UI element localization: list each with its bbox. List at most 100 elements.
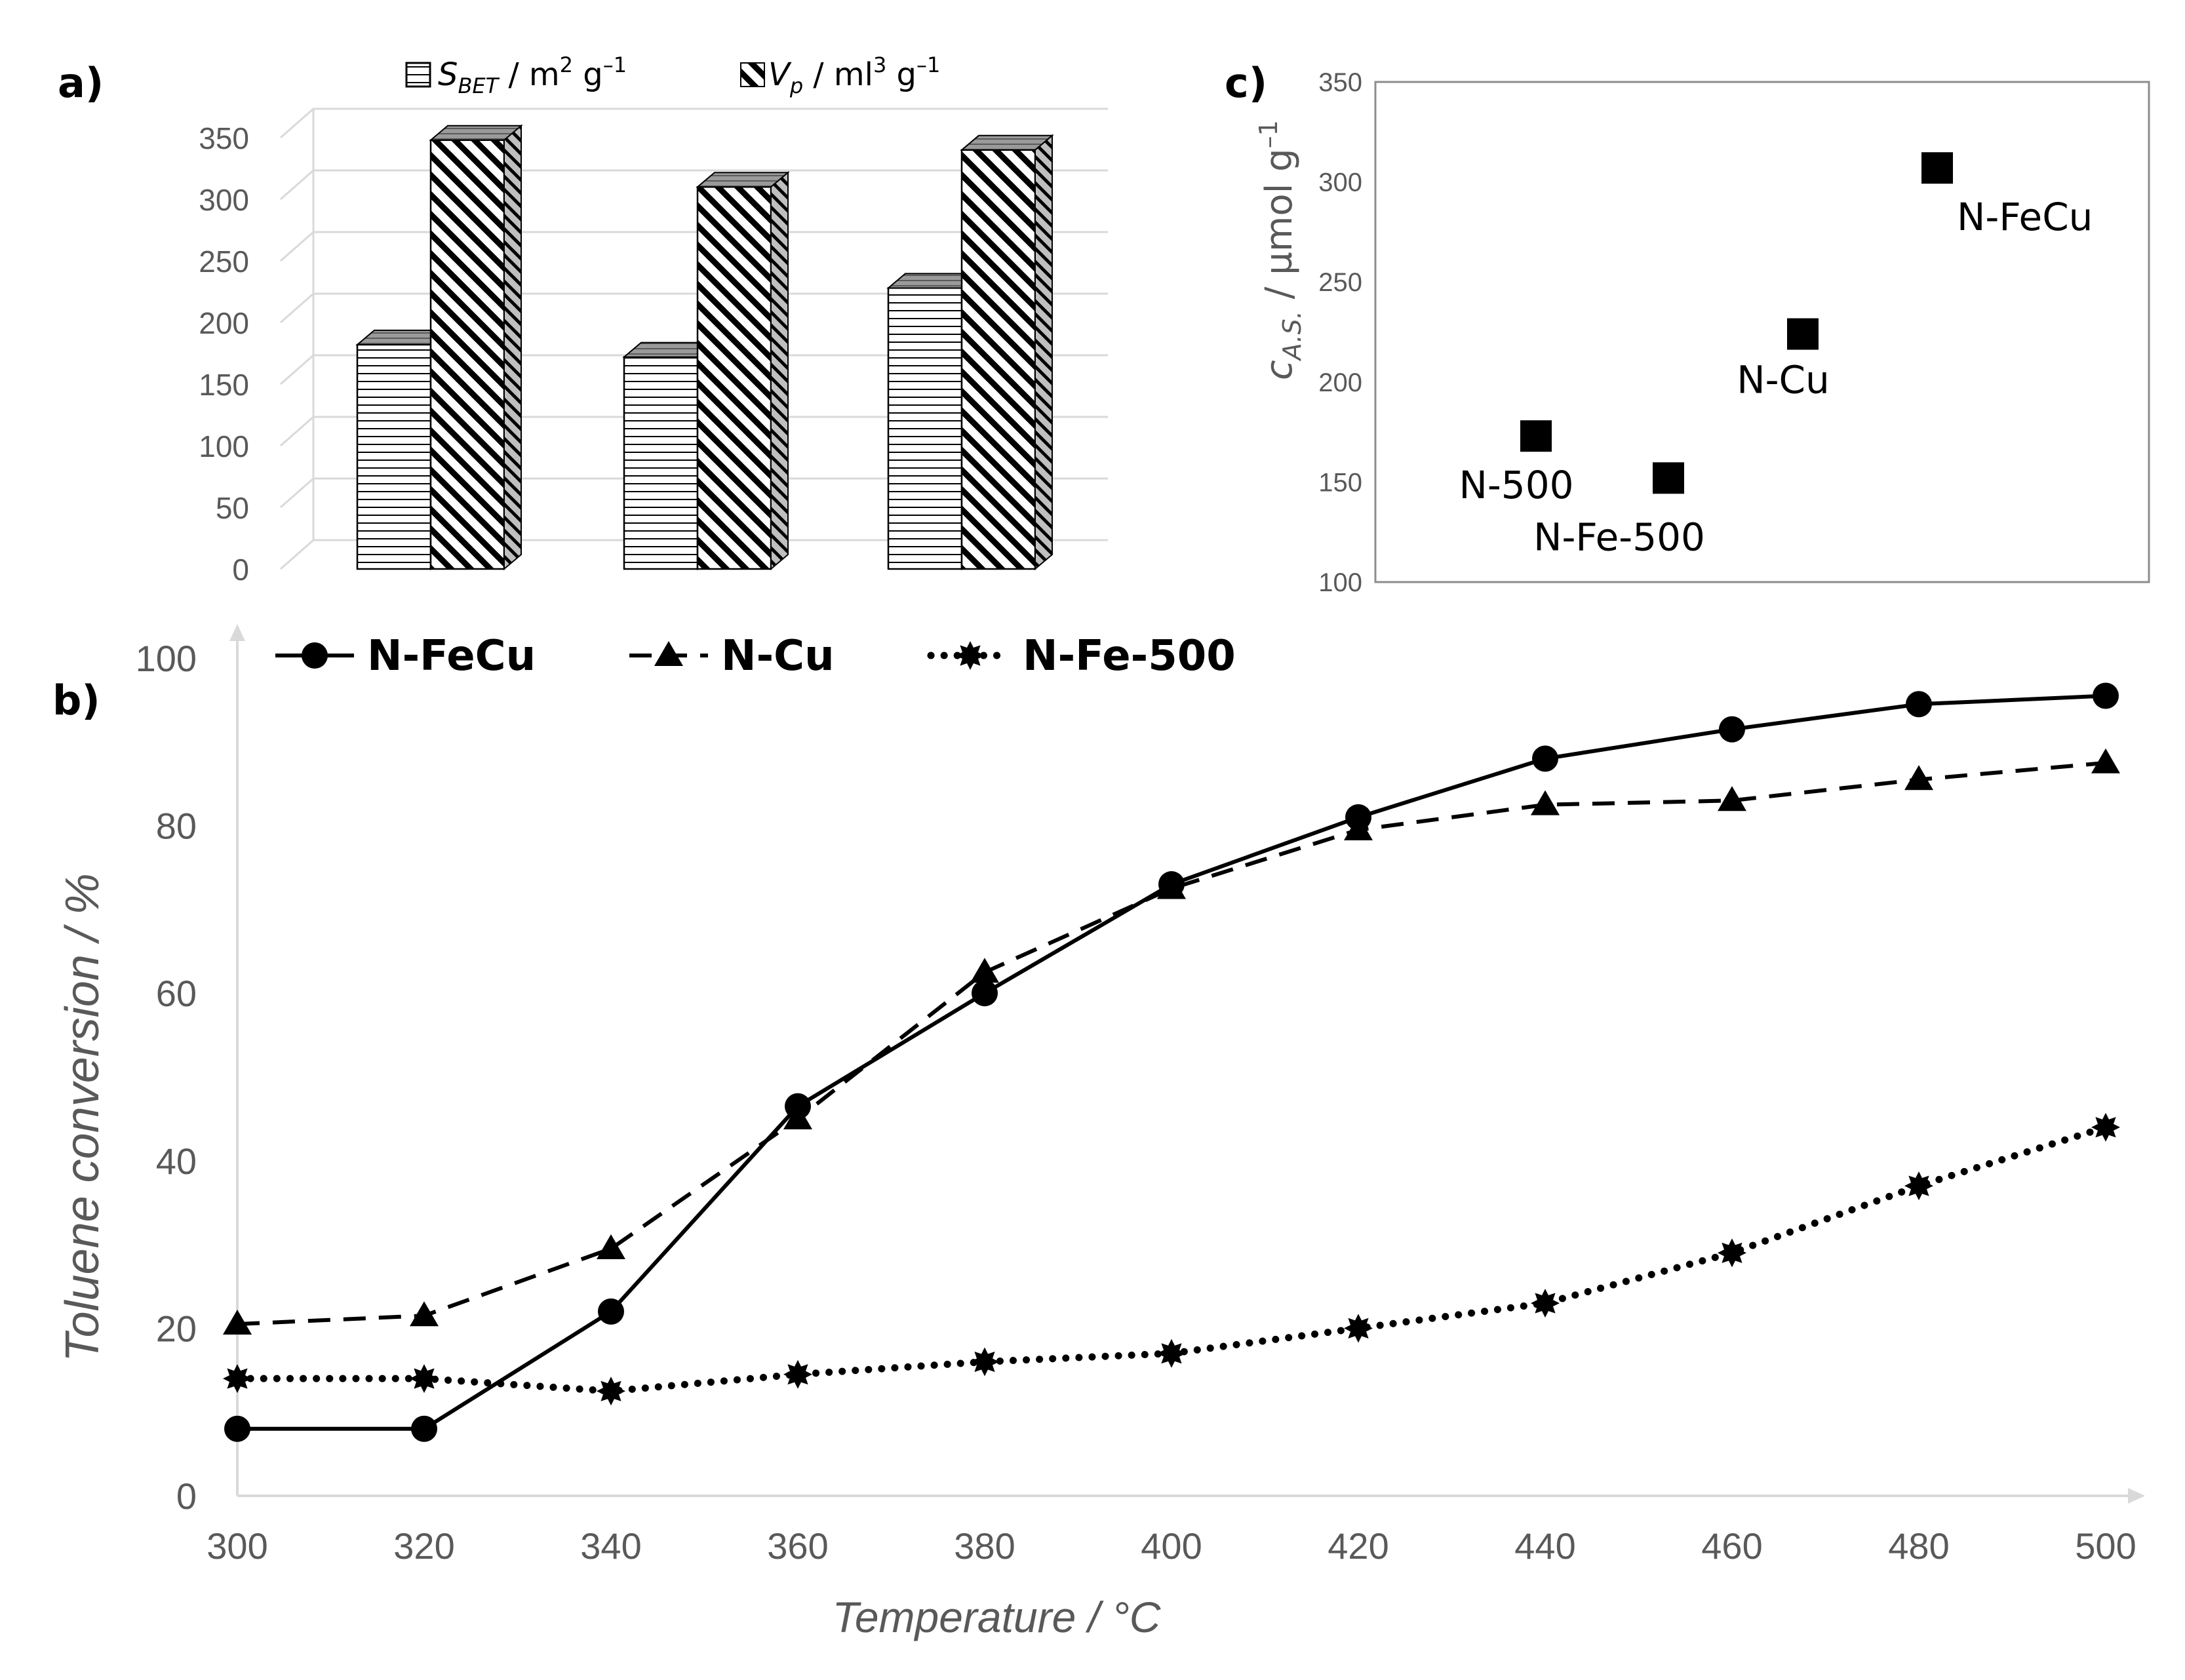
panel-c-y-tick-label: 350: [1318, 68, 1362, 97]
panel-b-x-tick-label: 500: [2075, 1525, 2136, 1567]
legend-label: N-Fe-500: [1023, 632, 1236, 680]
data-point-circle: [411, 1415, 437, 1442]
panel-c-y-tick-label: 100: [1318, 568, 1362, 597]
data-point-circle: [1719, 716, 1745, 743]
panel-b-line-chart: b) 300 320 340 360 380 400 420 440 460 480 500 0 20…: [52, 624, 2145, 1641]
panel-a-bars: [355, 124, 1054, 571]
panel-c-y-tick-label: 300: [1318, 168, 1362, 197]
bar-sbet: [887, 287, 963, 570]
data-point-circle: [598, 1298, 624, 1325]
bar-vp-side: [503, 124, 522, 571]
data-point-star: [956, 641, 985, 670]
scatter-point: [1921, 152, 1953, 184]
panel-b-y-tick-label: 0: [176, 1475, 197, 1517]
data-point-triangle: [970, 958, 999, 983]
panel-b-y-tick-label: 20: [156, 1308, 197, 1349]
panel-b-y-tick-label: 100: [136, 638, 197, 679]
scatter-point-label: N-Cu: [1737, 358, 1830, 402]
panel-c-label: c): [1225, 59, 1267, 107]
scatter-point-label: N-Fe-500: [1533, 515, 1705, 559]
panel-a-y-tick-label: 250: [199, 244, 249, 279]
panel-b-x-tick-label: 320: [393, 1525, 454, 1567]
panel-c-y-tick-label: 200: [1318, 368, 1362, 397]
data-point-triangle: [2091, 748, 2120, 773]
panel-a-gridlines: [280, 107, 1108, 570]
legend-vp-swatch: [740, 62, 765, 87]
bar-vp: [429, 139, 505, 570]
data-point-circle: [302, 642, 328, 669]
panel-c-y-tick-label: 150: [1318, 468, 1362, 497]
data-point-circle: [785, 1093, 811, 1120]
panel-b-series: [223, 682, 2120, 1442]
data-point-triangle: [1531, 790, 1560, 815]
panel-b-x-tick-label: 360: [767, 1525, 828, 1567]
panel-a-legend: SBET / m2 g–1 Vp / ml3 g–1: [405, 52, 940, 98]
data-point-star: [1344, 1314, 1373, 1343]
legend-sbet-swatch: [405, 62, 431, 88]
data-point-star: [223, 1364, 252, 1394]
panel-a-y-tick-label: 200: [199, 306, 249, 340]
panel-b-x-tick-label: 440: [1514, 1525, 1575, 1567]
panel-b-y-tick-label: 40: [156, 1141, 197, 1182]
panel-c-y-ticks: 100 150 200 250 300 350: [1318, 68, 1362, 597]
panel-b-label: b): [52, 676, 100, 724]
data-point-triangle: [410, 1301, 439, 1327]
bar-vp-side: [770, 171, 789, 571]
y-axis-arrow: [229, 624, 245, 641]
series-line-N-FeCu: [237, 693, 2106, 1431]
panel-c-plot-frame: [1374, 81, 2150, 583]
scatter-point: [1653, 462, 1684, 494]
panel-b-y-tick-label: 60: [156, 973, 197, 1014]
panel-b-x-ticks: 300 320 340 360 380 400 420 440 460 480 500: [207, 1525, 2136, 1567]
scatter-point-label: N-FeCu: [1957, 195, 2093, 239]
panel-b-x-axis-title: Temperature / °C: [833, 1593, 1162, 1641]
data-point-star: [1718, 1238, 1746, 1268]
bar-sbet: [356, 343, 432, 570]
panel-c-points: N-500 N-Fe-500 N-Cu N-FeCu: [1459, 152, 2093, 559]
panel-b-x-tick-label: 420: [1328, 1525, 1388, 1567]
panel-b-y-tick-label: 80: [156, 806, 197, 847]
panel-b-legend: N-FeCu N-Cu N-Fe-500: [275, 632, 1236, 680]
data-point-star: [2091, 1112, 2120, 1142]
x-axis-arrow: [2128, 1488, 2145, 1504]
panel-b-y-ticks: 0 20 40 60 80 100: [136, 638, 197, 1517]
scatter-point-label: N-500: [1459, 463, 1573, 507]
data-point-star: [1157, 1338, 1186, 1368]
panel-a-y-tick-label: 100: [199, 429, 249, 463]
panel-b-x-tick-label: 400: [1141, 1525, 1202, 1567]
data-point-circle: [1532, 745, 1558, 772]
data-point-circle: [1158, 871, 1185, 898]
data-point-triangle: [654, 641, 683, 666]
data-point-circle: [224, 1415, 250, 1442]
panel-b-x-tick-label: 300: [207, 1525, 267, 1567]
data-point-star: [1904, 1171, 1933, 1201]
data-point-star: [1531, 1289, 1560, 1318]
data-point-circle: [972, 980, 998, 1007]
data-point-triangle: [1904, 765, 1933, 791]
legend-label: N-Cu: [721, 632, 835, 680]
data-point-triangle: [223, 1310, 252, 1335]
panel-b-axes: [229, 624, 2145, 1504]
data-point-circle: [2093, 682, 2119, 709]
bar-vp: [960, 149, 1036, 570]
series-line-N-Cu: [237, 760, 2106, 1326]
panel-c-y-tick-label: 250: [1318, 268, 1362, 297]
data-point-triangle: [597, 1234, 625, 1259]
panel-c-y-axis-title: cA.S. / µmol g–1: [1254, 120, 1307, 380]
panel-a-gridline: [280, 107, 1108, 139]
panel-a-y-ticks: 0 50 100 150 200 250 300 350: [199, 121, 249, 587]
legend-vp-label: Vp / ml3 g–1: [768, 52, 940, 98]
data-point-star: [783, 1359, 812, 1389]
panel-a-y-tick-label: 50: [216, 491, 249, 525]
panel-a-y-tick-label: 0: [232, 553, 249, 587]
data-point-triangle: [1718, 786, 1746, 811]
legend-label: N-FeCu: [367, 632, 536, 680]
panel-a-y-tick-label: 350: [199, 121, 249, 155]
panel-b-x-tick-label: 480: [1888, 1525, 1949, 1567]
panel-b-x-tick-label: 380: [954, 1525, 1015, 1567]
panel-a-bar-chart: a) 0 50 100 150 200 250 300 350 SBET / m2 g–1 V…: [58, 52, 1108, 587]
panel-a-y-tick-label: 150: [199, 368, 249, 402]
panel-c-scatter-chart: c) 100 150 200 250 300 350 cA.S. / µmol g–1 N…: [1225, 59, 2150, 597]
scatter-point: [1520, 420, 1552, 452]
